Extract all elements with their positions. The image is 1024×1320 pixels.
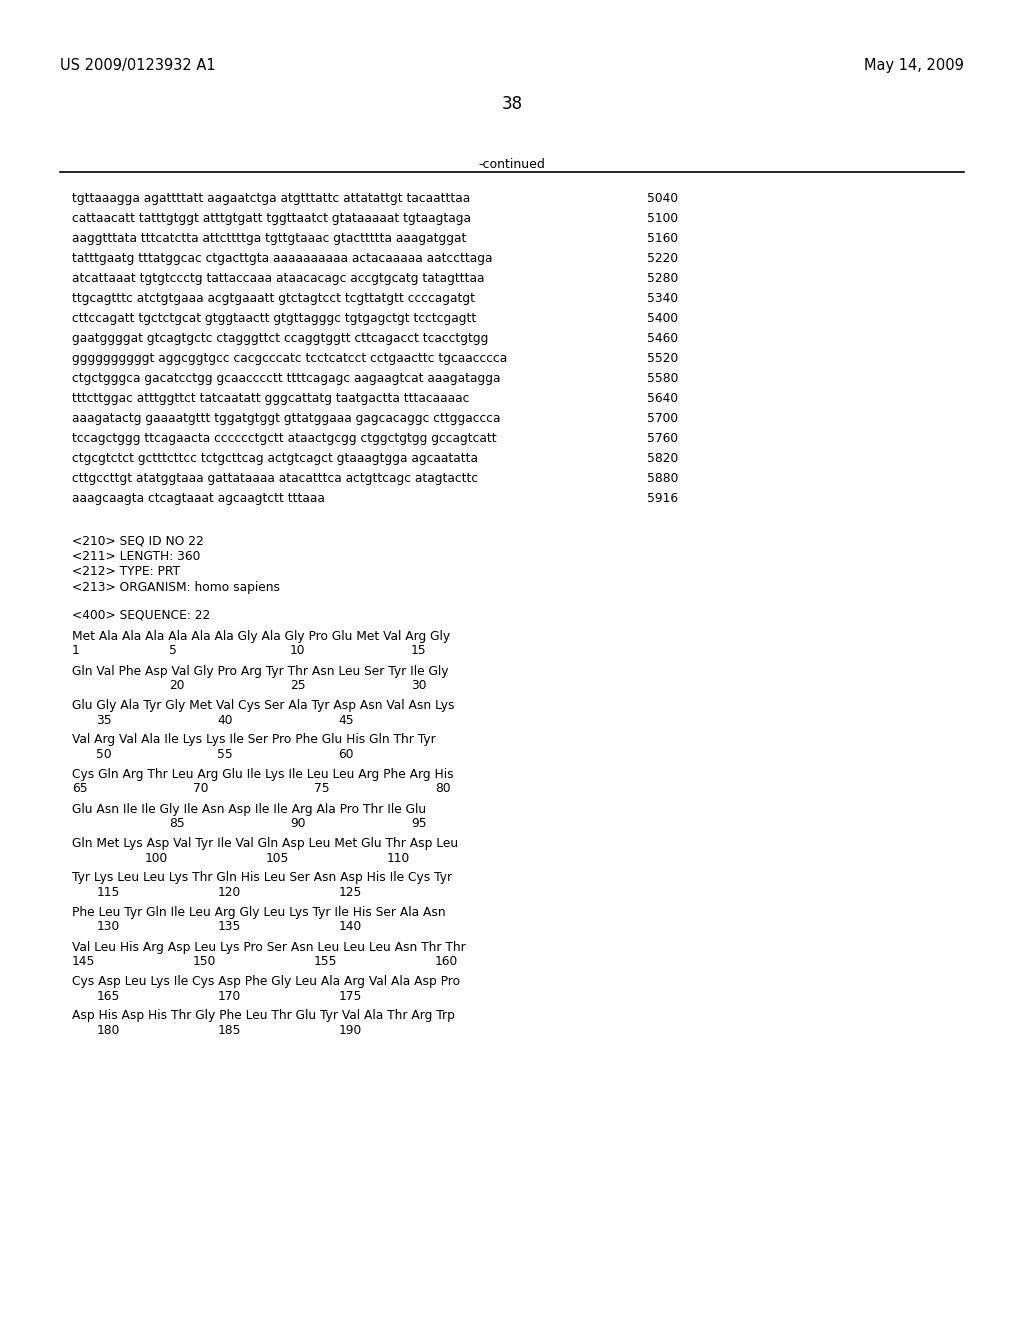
Text: cttgccttgt atatggtaaa gattataaaa atacatttca actgttcagc atagtacttc: cttgccttgt atatggtaaa gattataaaa atacatt… xyxy=(72,473,478,484)
Text: 25: 25 xyxy=(290,678,305,692)
Text: cattaacatt tatttgtggt atttgtgatt tggttaatct gtataaaaat tgtaagtaga: cattaacatt tatttgtggt atttgtgatt tggttaa… xyxy=(72,213,471,224)
Text: 70: 70 xyxy=(193,783,209,796)
Text: 180: 180 xyxy=(96,1024,120,1038)
Text: 80: 80 xyxy=(435,783,451,796)
Text: 5100: 5100 xyxy=(647,213,678,224)
Text: Cys Asp Leu Lys Ile Cys Asp Phe Gly Leu Ala Arg Val Ala Asp Pro: Cys Asp Leu Lys Ile Cys Asp Phe Gly Leu … xyxy=(72,975,460,987)
Text: Glu Gly Ala Tyr Gly Met Val Cys Ser Ala Tyr Asp Asn Val Asn Lys: Glu Gly Ala Tyr Gly Met Val Cys Ser Ala … xyxy=(72,700,455,711)
Text: tatttgaatg tttatggcac ctgacttgta aaaaaaaaaa actacaaaaa aatccttaga: tatttgaatg tttatggcac ctgacttgta aaaaaaa… xyxy=(72,252,493,265)
Text: <400> SEQUENCE: 22: <400> SEQUENCE: 22 xyxy=(72,609,210,620)
Text: 40: 40 xyxy=(217,714,232,726)
Text: <212> TYPE: PRT: <212> TYPE: PRT xyxy=(72,565,180,578)
Text: 5280: 5280 xyxy=(647,272,678,285)
Text: 38: 38 xyxy=(502,95,522,114)
Text: 95: 95 xyxy=(411,817,426,830)
Text: 140: 140 xyxy=(338,920,361,933)
Text: 5340: 5340 xyxy=(647,292,678,305)
Text: 5760: 5760 xyxy=(647,432,678,445)
Text: 5040: 5040 xyxy=(647,191,678,205)
Text: 50: 50 xyxy=(96,748,112,762)
Text: <210> SEQ ID NO 22: <210> SEQ ID NO 22 xyxy=(72,535,204,546)
Text: tgttaaagga agattttatt aagaatctga atgtttattc attatattgt tacaatttaa: tgttaaagga agattttatt aagaatctga atgttta… xyxy=(72,191,470,205)
Text: <211> LENGTH: 360: <211> LENGTH: 360 xyxy=(72,549,201,562)
Text: 175: 175 xyxy=(338,990,361,1002)
Text: ctgcgtctct gctttcttcc tctgcttcag actgtcagct gtaaagtgga agcaatatta: ctgcgtctct gctttcttcc tctgcttcag actgtca… xyxy=(72,451,478,465)
Text: 5700: 5700 xyxy=(647,412,678,425)
Text: 115: 115 xyxy=(96,886,120,899)
Text: 120: 120 xyxy=(217,886,241,899)
Text: 35: 35 xyxy=(96,714,112,726)
Text: 100: 100 xyxy=(144,851,168,865)
Text: 165: 165 xyxy=(96,990,120,1002)
Text: 150: 150 xyxy=(193,954,216,968)
Text: 5820: 5820 xyxy=(647,451,678,465)
Text: 110: 110 xyxy=(387,851,410,865)
Text: May 14, 2009: May 14, 2009 xyxy=(864,58,964,73)
Text: 170: 170 xyxy=(217,990,241,1002)
Text: 5: 5 xyxy=(169,644,177,657)
Text: aaagatactg gaaaatgttt tggatgtggt gttatggaaa gagcacaggc cttggaccca: aaagatactg gaaaatgttt tggatgtggt gttatgg… xyxy=(72,412,501,425)
Text: 60: 60 xyxy=(338,748,353,762)
Text: tttcttggac atttggttct tatcaatatt gggcattatg taatgactta tttacaaaac: tttcttggac atttggttct tatcaatatt gggcatt… xyxy=(72,392,469,405)
Text: tccagctggg ttcagaacta cccccctgctt ataactgcgg ctggctgtgg gccagtcatt: tccagctggg ttcagaacta cccccctgctt ataact… xyxy=(72,432,497,445)
Text: Gln Met Lys Asp Val Tyr Ile Val Gln Asp Leu Met Glu Thr Asp Leu: Gln Met Lys Asp Val Tyr Ile Val Gln Asp … xyxy=(72,837,458,850)
Text: 5880: 5880 xyxy=(647,473,678,484)
Text: 5160: 5160 xyxy=(647,232,678,246)
Text: 90: 90 xyxy=(290,817,305,830)
Text: Tyr Lys Leu Leu Lys Thr Gln His Leu Ser Asn Asp His Ile Cys Tyr: Tyr Lys Leu Leu Lys Thr Gln His Leu Ser … xyxy=(72,871,453,884)
Text: 125: 125 xyxy=(338,886,361,899)
Text: 105: 105 xyxy=(265,851,289,865)
Text: aaggtttata tttcatctta attcttttga tgttgtaaac gtacttttta aaagatggat: aaggtttata tttcatctta attcttttga tgttgta… xyxy=(72,232,466,246)
Text: 5520: 5520 xyxy=(647,352,678,366)
Text: 55: 55 xyxy=(217,748,232,762)
Text: 65: 65 xyxy=(72,783,88,796)
Text: US 2009/0123932 A1: US 2009/0123932 A1 xyxy=(60,58,216,73)
Text: <213> ORGANISM: homo sapiens: <213> ORGANISM: homo sapiens xyxy=(72,581,280,594)
Text: 135: 135 xyxy=(217,920,241,933)
Text: cttccagatt tgctctgcat gtggtaactt gtgttagggc tgtgagctgt tcctcgagtt: cttccagatt tgctctgcat gtggtaactt gtgttag… xyxy=(72,312,476,325)
Text: 5640: 5640 xyxy=(647,392,678,405)
Text: -continued: -continued xyxy=(478,158,546,172)
Text: 5400: 5400 xyxy=(647,312,678,325)
Text: 20: 20 xyxy=(169,678,184,692)
Text: 190: 190 xyxy=(338,1024,361,1038)
Text: 5220: 5220 xyxy=(647,252,678,265)
Text: Asp His Asp His Thr Gly Phe Leu Thr Glu Tyr Val Ala Thr Arg Trp: Asp His Asp His Thr Gly Phe Leu Thr Glu … xyxy=(72,1010,455,1023)
Text: atcattaaat tgtgtccctg tattaccaaa ataacacagc accgtgcatg tatagtttaa: atcattaaat tgtgtccctg tattaccaaa ataacac… xyxy=(72,272,484,285)
Text: 15: 15 xyxy=(411,644,426,657)
Text: 30: 30 xyxy=(411,678,426,692)
Text: 75: 75 xyxy=(314,783,330,796)
Text: ggggggggggt aggcggtgcc cacgcccatc tcctcatcct cctgaacttc tgcaacccca: ggggggggggt aggcggtgcc cacgcccatc tcctca… xyxy=(72,352,507,366)
Text: Glu Asn Ile Ile Gly Ile Asn Asp Ile Ile Arg Ala Pro Thr Ile Glu: Glu Asn Ile Ile Gly Ile Asn Asp Ile Ile … xyxy=(72,803,426,816)
Text: gaatggggat gtcagtgctc ctagggttct ccaggtggtt cttcagacct tcacctgtgg: gaatggggat gtcagtgctc ctagggttct ccaggtg… xyxy=(72,333,488,345)
Text: 5460: 5460 xyxy=(647,333,678,345)
Text: Gln Val Phe Asp Val Gly Pro Arg Tyr Thr Asn Leu Ser Tyr Ile Gly: Gln Val Phe Asp Val Gly Pro Arg Tyr Thr … xyxy=(72,664,449,677)
Text: 45: 45 xyxy=(338,714,354,726)
Text: 145: 145 xyxy=(72,954,95,968)
Text: 155: 155 xyxy=(314,954,338,968)
Text: aaagcaagta ctcagtaaat agcaagtctt tttaaa: aaagcaagta ctcagtaaat agcaagtctt tttaaa xyxy=(72,492,325,506)
Text: 5580: 5580 xyxy=(647,372,678,385)
Text: Val Leu His Arg Asp Leu Lys Pro Ser Asn Leu Leu Leu Asn Thr Thr: Val Leu His Arg Asp Leu Lys Pro Ser Asn … xyxy=(72,940,466,953)
Text: 85: 85 xyxy=(169,817,184,830)
Text: 130: 130 xyxy=(96,920,120,933)
Text: ttgcagtttc atctgtgaaa acgtgaaatt gtctagtcct tcgttatgtt ccccagatgt: ttgcagtttc atctgtgaaa acgtgaaatt gtctagt… xyxy=(72,292,475,305)
Text: 160: 160 xyxy=(435,954,459,968)
Text: 185: 185 xyxy=(217,1024,241,1038)
Text: ctgctgggca gacatcctgg gcaacccctt ttttcagagc aagaagtcat aaagatagga: ctgctgggca gacatcctgg gcaacccctt ttttcag… xyxy=(72,372,501,385)
Text: Phe Leu Tyr Gln Ile Leu Arg Gly Leu Lys Tyr Ile His Ser Ala Asn: Phe Leu Tyr Gln Ile Leu Arg Gly Leu Lys … xyxy=(72,906,445,919)
Text: Met Ala Ala Ala Ala Ala Ala Gly Ala Gly Pro Glu Met Val Arg Gly: Met Ala Ala Ala Ala Ala Ala Gly Ala Gly … xyxy=(72,630,451,643)
Text: 10: 10 xyxy=(290,644,305,657)
Text: 5916: 5916 xyxy=(647,492,678,506)
Text: Val Arg Val Ala Ile Lys Lys Ile Ser Pro Phe Glu His Gln Thr Tyr: Val Arg Val Ala Ile Lys Lys Ile Ser Pro … xyxy=(72,734,436,747)
Text: Cys Gln Arg Thr Leu Arg Glu Ile Lys Ile Leu Leu Arg Phe Arg His: Cys Gln Arg Thr Leu Arg Glu Ile Lys Ile … xyxy=(72,768,454,781)
Text: 1: 1 xyxy=(72,644,80,657)
